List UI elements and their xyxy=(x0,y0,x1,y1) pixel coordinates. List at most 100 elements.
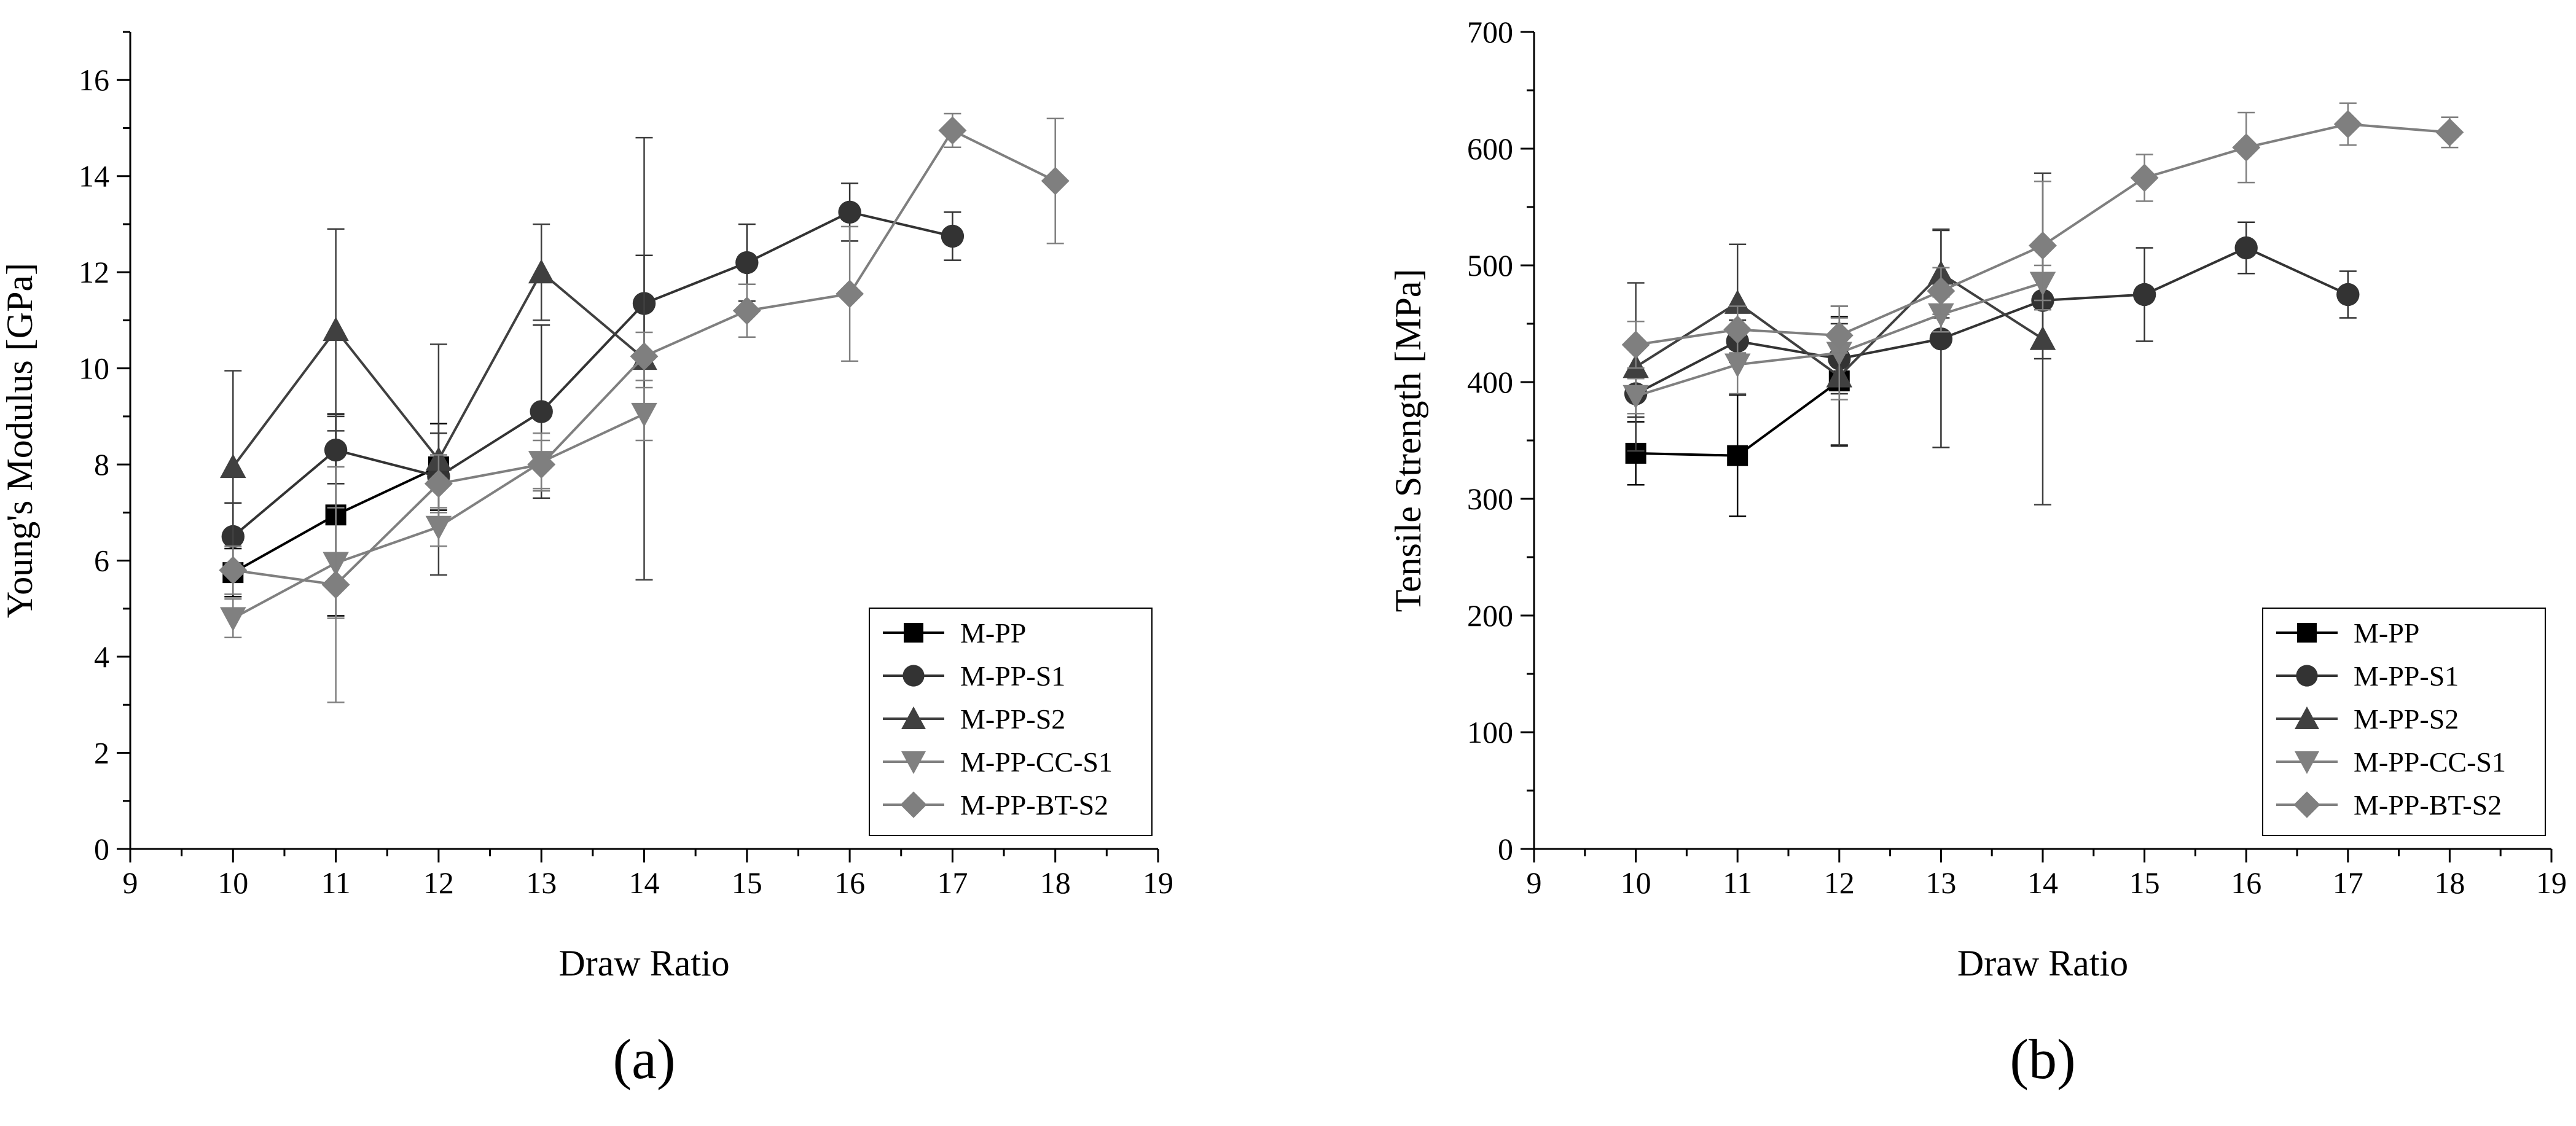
chart-a-y-axis-label: Young's Modulus [GPa] xyxy=(0,263,40,618)
data-point xyxy=(1927,276,1955,305)
legend-marker xyxy=(2296,665,2318,687)
legend-marker xyxy=(904,623,923,643)
data-point xyxy=(1826,342,1853,366)
legend-label: M-PP-BT-S2 xyxy=(2354,789,2502,821)
chart-a-x-tick-label: 9 xyxy=(123,866,138,900)
chart-b-x-tick-label: 9 xyxy=(1527,866,1542,900)
chart-a-x-axis-label: Draw Ratio xyxy=(558,943,729,983)
data-point xyxy=(527,450,556,479)
data-point xyxy=(2234,236,2258,260)
chart-b-x-tick-label: 16 xyxy=(2231,866,2261,900)
chart-a-y-tick-label: 0 xyxy=(94,832,109,866)
data-point xyxy=(324,438,348,462)
chart-b-x-tick-label: 10 xyxy=(1621,866,1651,900)
chart-a-y-tick-label: 4 xyxy=(94,639,109,674)
chart-a-x-tick-label: 10 xyxy=(217,866,248,900)
legend-marker xyxy=(2297,623,2317,643)
chart-a-y-tick-label: 10 xyxy=(79,351,109,386)
legend-label: M-PP xyxy=(2354,617,2419,649)
chart-a-x-tick-label: 15 xyxy=(732,866,762,900)
data-point xyxy=(1724,353,1751,378)
chart-b-x-axis-label: Draw Ratio xyxy=(1957,943,2128,983)
data-point xyxy=(1825,321,1854,350)
legend-label: M-PP-S2 xyxy=(960,703,1065,735)
data-point xyxy=(2029,326,2056,350)
legend-label: M-PP xyxy=(960,617,1026,649)
chart-b-x-tick-label: 18 xyxy=(2434,866,2465,900)
chart-a-x-tick-label: 16 xyxy=(834,866,865,900)
chart-b-y-tick-label: 700 xyxy=(1467,15,1513,49)
data-point xyxy=(321,570,350,599)
data-point xyxy=(630,342,659,371)
legend-marker xyxy=(2293,791,2320,818)
legend-marker xyxy=(901,751,926,774)
data-point xyxy=(530,400,553,423)
data-point xyxy=(631,402,657,428)
chart-b-x-tick-label: 11 xyxy=(1723,866,1752,900)
data-point xyxy=(732,296,761,325)
chart-a-x-tick-label: 12 xyxy=(423,866,454,900)
chart-b-legend: M-PP M-PP-S1 M-PP-S2 M-PP-CC-S1 M-PP-BT-S2 xyxy=(2262,608,2546,836)
chart-b-series-m-pp-bt-s2 xyxy=(1621,102,2464,369)
series-line xyxy=(1635,246,2349,395)
chart-a-y-tick-label: 6 xyxy=(94,544,109,578)
data-point xyxy=(941,224,965,248)
data-point xyxy=(1041,166,1070,195)
chart-b-x-tick-label: 12 xyxy=(1824,866,1855,900)
data-point xyxy=(2435,118,2464,147)
chart-a-y-tick-label: 12 xyxy=(79,255,109,289)
chart-b-panel-label: (b) xyxy=(2010,1028,2075,1090)
chart-a-x-tick-label: 17 xyxy=(937,866,968,900)
chart-b-tensile-strength: 9 10 11 12 13 14 15 16 17 18 19 0 100 200 300 400 500 600… xyxy=(1388,15,2567,1090)
data-point xyxy=(1724,289,1751,314)
chart-b-y-tick-label: 300 xyxy=(1467,482,1513,516)
chart-a-legend: M-PP M-PP-S1 M-PP-S2 M-PP-CC-S1 M-PP-BT-S2 xyxy=(869,608,1153,836)
legend-label: M-PP-S1 xyxy=(960,660,1065,692)
chart-a-x-tick-label: 19 xyxy=(1143,866,1173,900)
legend-label: M-PP-S2 xyxy=(2354,703,2459,735)
data-point xyxy=(2130,163,2159,192)
data-point xyxy=(219,556,248,585)
data-point xyxy=(2232,133,2261,162)
data-point xyxy=(1928,303,1954,328)
data-point xyxy=(2336,283,2360,307)
chart-a-x-tick-label: 14 xyxy=(629,866,660,900)
chart-b-y-tick-label: 500 xyxy=(1467,248,1513,283)
legend-label: M-PP-CC-S1 xyxy=(960,746,1113,778)
chart-a-x-tick-label: 18 xyxy=(1040,866,1071,900)
data-point xyxy=(323,316,349,342)
legend-label: M-PP-S1 xyxy=(2354,660,2459,692)
data-point xyxy=(938,116,967,145)
chart-a-x-tick-label: 11 xyxy=(321,866,351,900)
legend-marker xyxy=(900,791,927,818)
chart-b-y-tick-label: 400 xyxy=(1467,365,1513,399)
chart-a-y-tick-label: 14 xyxy=(79,159,109,194)
legend-label: M-PP-CC-S1 xyxy=(2354,746,2506,778)
data-point xyxy=(1621,330,1650,359)
legend-marker xyxy=(902,665,925,687)
chart-b-y-tick-label: 600 xyxy=(1467,131,1513,166)
chart-a-y-tick-label: 2 xyxy=(94,736,109,770)
data-point xyxy=(1929,327,1953,351)
chart-b-x-tick-label: 17 xyxy=(2333,866,2363,900)
data-point xyxy=(528,259,555,284)
data-point xyxy=(1623,385,1649,410)
chart-b-y-tick-label: 0 xyxy=(1498,832,1513,866)
legend-label: M-PP-BT-S2 xyxy=(960,789,1108,821)
chart-b-y-tick-label: 100 xyxy=(1467,715,1513,749)
legend-marker xyxy=(2295,706,2319,729)
legend-marker xyxy=(901,706,926,729)
chart-b-x-tick-label: 15 xyxy=(2129,866,2160,900)
series-line xyxy=(232,211,953,538)
data-point xyxy=(220,607,246,631)
chart-a-series-m-pp-bt-s2 xyxy=(219,112,1070,703)
chart-a-y-tick-label: 16 xyxy=(79,63,109,97)
data-point xyxy=(1727,445,1748,466)
data-point xyxy=(1723,315,1752,344)
chart-b-x-tick-label: 14 xyxy=(2027,866,2058,900)
chart-a-y-tick-label: 8 xyxy=(94,447,109,482)
chart-a-panel-label: (a) xyxy=(613,1028,675,1090)
data-point xyxy=(2029,231,2057,260)
data-point xyxy=(2132,283,2156,307)
